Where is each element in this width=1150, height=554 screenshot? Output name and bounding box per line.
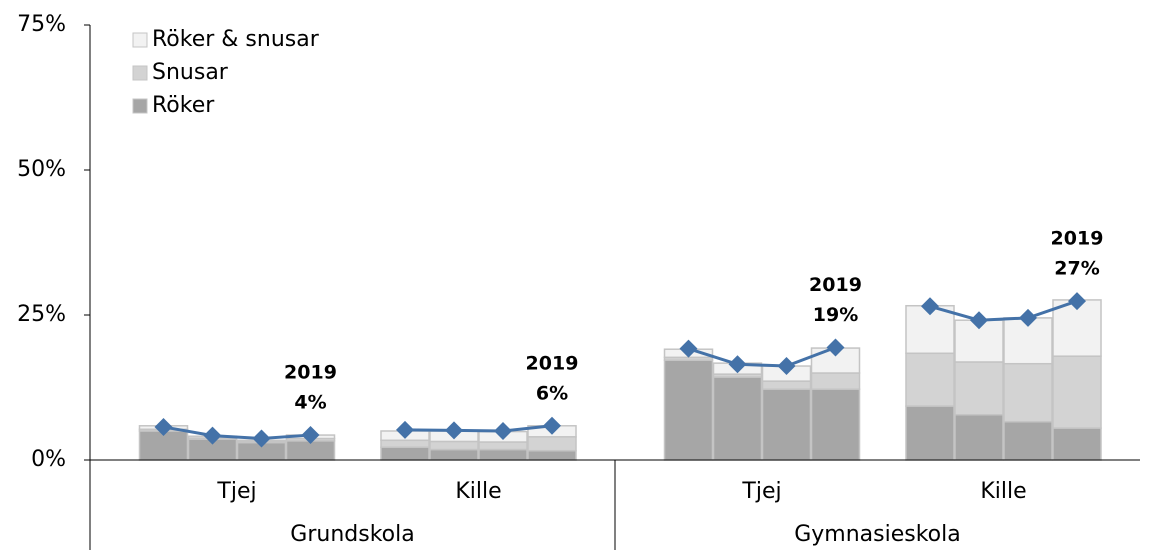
y-tick-label: 25%	[17, 302, 66, 327]
annotation: 2019	[809, 274, 862, 296]
legend-swatch	[132, 98, 148, 114]
line-marker	[252, 429, 271, 448]
line-marker	[777, 357, 796, 376]
bar-segment	[527, 436, 577, 452]
line-marker	[728, 355, 747, 374]
line-marker	[445, 421, 463, 440]
line-marker	[543, 416, 561, 435]
annotation: 6%	[536, 382, 568, 404]
y-tick-label: 75%	[17, 12, 66, 37]
bar-segment	[810, 388, 861, 461]
line-marker	[203, 426, 222, 445]
y-tick-label: 50%	[17, 157, 66, 182]
annotation: 19%	[813, 304, 858, 326]
bar-segment	[429, 440, 479, 451]
line-marker	[679, 339, 698, 358]
bar-segment	[905, 352, 955, 407]
line-marker	[1068, 292, 1086, 311]
annotation: 2019	[1051, 228, 1104, 250]
legend-swatch	[132, 32, 148, 48]
annotation: 4%	[294, 392, 326, 414]
bar-segment	[478, 441, 528, 451]
line-marker	[301, 426, 320, 445]
bar-segment	[954, 414, 1004, 461]
line-marker	[826, 338, 845, 357]
group-label: Grundskola	[290, 522, 414, 547]
line-marker	[921, 297, 939, 316]
legend-label: Snusar	[152, 60, 229, 85]
legend-label: Röker & snusar	[152, 27, 320, 52]
line-marker	[1019, 308, 1037, 327]
bar-segment	[905, 405, 955, 461]
bar-segment	[954, 319, 1004, 363]
group-label: Gymnasieskola	[794, 522, 961, 547]
bar-segment	[380, 439, 430, 448]
subgroup-label: Tjej	[741, 479, 781, 504]
subgroup-label: Kille	[980, 479, 1026, 504]
legend-swatch	[132, 65, 148, 81]
bar-segment	[1052, 355, 1102, 429]
subgroup-label: Tjej	[216, 479, 256, 504]
line	[929, 299, 1078, 322]
bar-segment	[478, 448, 528, 461]
bar-segment	[1052, 427, 1102, 461]
line-marker	[494, 422, 512, 440]
legend-label: Röker	[152, 93, 215, 118]
annotation: 2019	[284, 362, 337, 384]
bar-segment	[954, 361, 1004, 416]
subgroup-label: Kille	[455, 479, 501, 504]
line-marker	[154, 417, 173, 436]
bar-segment	[380, 446, 430, 461]
bar-segment	[712, 376, 763, 461]
annotation: 27%	[1054, 258, 1099, 280]
bar-segment	[1003, 420, 1053, 461]
bar-segment	[761, 380, 812, 390]
line-marker	[970, 311, 988, 330]
y-tick-label: 0%	[31, 447, 66, 472]
line	[163, 425, 311, 441]
bar-segment	[663, 359, 714, 461]
line-marker	[396, 420, 414, 439]
bar-segment	[429, 448, 479, 461]
bar-segment	[1003, 362, 1053, 423]
bar-segment	[810, 372, 861, 390]
line	[404, 424, 553, 433]
line	[688, 346, 837, 368]
bar-segment	[761, 388, 812, 461]
bar-segment	[527, 449, 577, 461]
annotation: 2019	[526, 352, 579, 374]
